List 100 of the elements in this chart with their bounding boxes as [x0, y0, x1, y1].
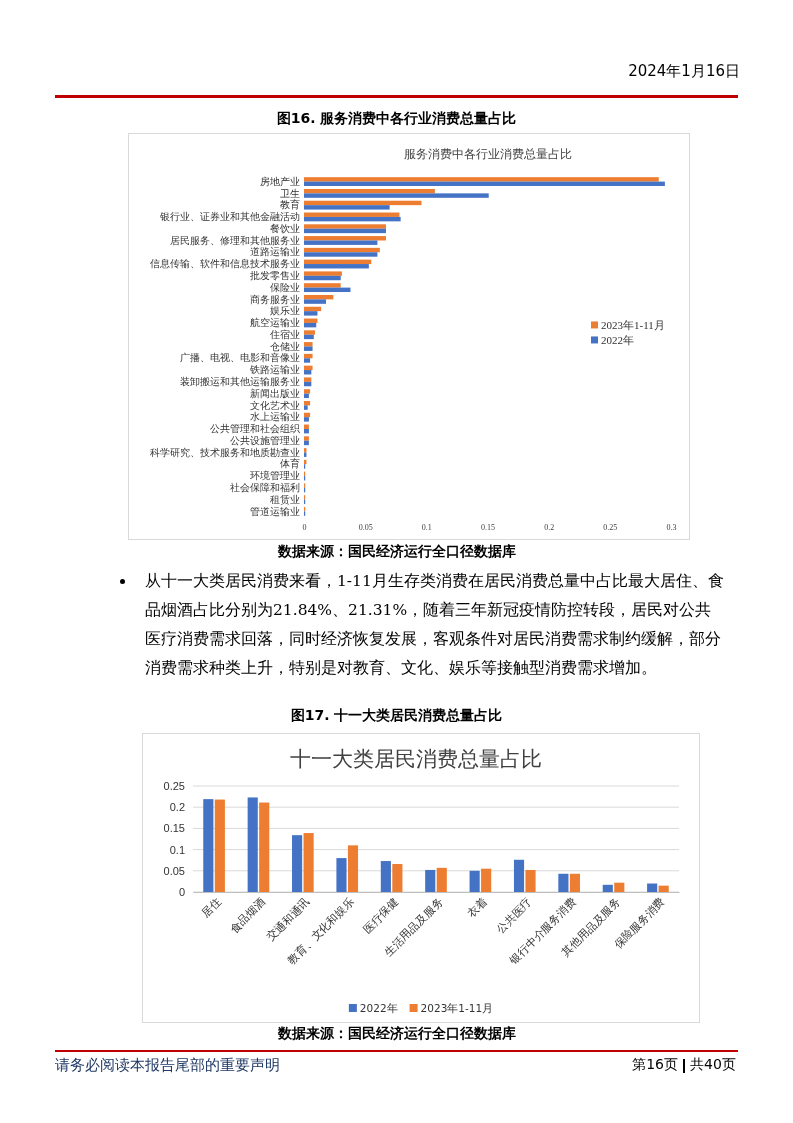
bar [602, 884, 613, 892]
y-tick-label: 社会保障和福利 [230, 482, 300, 494]
bar [614, 882, 625, 892]
bar [304, 259, 372, 265]
x-tick-label: 衣着 [465, 895, 490, 920]
bar [304, 428, 309, 434]
y-tick-label: 仓储业 [270, 340, 300, 352]
bar [304, 212, 400, 217]
chart-title: 图17. 十一大类居民消费总量占比 [289, 707, 504, 725]
y-tick-label: 体育 [280, 458, 300, 470]
chart-subtitle: 服务消费中各行业消费总量占比 [403, 147, 572, 161]
y-tick-label: 管道运输业 [250, 505, 300, 517]
y-tick-label: 道路运输业 [250, 246, 300, 258]
bar [304, 287, 351, 293]
bar [525, 869, 536, 892]
bar [304, 424, 309, 429]
bar [304, 346, 313, 351]
x-tick-label: 食品烟酒 [227, 895, 268, 935]
y-tick-label: 公共管理和社会组织 [210, 423, 300, 435]
x-tick-label: 0.05 [358, 522, 373, 532]
text: 共40页 [690, 1056, 737, 1074]
bar [304, 224, 386, 229]
y-tick-label: 租赁业 [270, 493, 300, 505]
bar [304, 405, 308, 410]
chart-subtitle: 十一大类居民消费总量占比 [290, 747, 542, 771]
bar [304, 358, 311, 363]
y-tick-label: 科学研究、技术服务和地质勘查业 [150, 446, 300, 458]
y-tick-label: 0.05 [163, 864, 185, 877]
x-tick-label: 0 [302, 522, 307, 532]
x-tick-label: 0.15 [481, 522, 495, 532]
bar [336, 858, 347, 892]
bar [304, 393, 309, 399]
bar [304, 181, 665, 187]
y-tick-label: 0 [178, 886, 185, 899]
y-tick-label: 住宿业 [270, 328, 300, 340]
x-tick-label: 0.25 [603, 522, 618, 532]
bar [304, 365, 313, 371]
bar [259, 802, 270, 892]
bar [658, 885, 669, 892]
y-tick-label: 银行业、证券业和其他金融活动 [159, 211, 300, 223]
y-tick-label: 文化艺术业 [250, 399, 300, 411]
y-tick-label: 新闻出版业 [250, 387, 300, 399]
bar [304, 236, 386, 241]
text: 第16页 [631, 1056, 678, 1074]
y-tick-label: 卫生 [280, 187, 300, 199]
bar [304, 299, 327, 304]
y-tick-label: 航空运输业 [250, 317, 300, 329]
bar [304, 193, 489, 198]
bar [304, 448, 307, 453]
bar [469, 870, 480, 892]
y-tick-label: 批发零售业 [250, 270, 300, 282]
y-tick-label: 娱乐业 [270, 305, 300, 317]
bar [304, 228, 386, 234]
bar [304, 389, 311, 394]
bar [304, 311, 318, 316]
y-tick-label: 0.15 [163, 822, 185, 835]
bar [304, 334, 314, 340]
y-tick-label: 环境管理业 [250, 470, 300, 482]
x-tick-label: 居住 [198, 895, 223, 920]
bar [304, 417, 309, 422]
text: 请务必阅读本报告尾部的重要声明 [55, 1056, 281, 1075]
bar [304, 200, 422, 206]
x-tick-label: 0.1 [421, 522, 432, 532]
y-tick-label: 水上运输业 [250, 411, 300, 423]
bar [392, 864, 403, 892]
y-tick-label: 装卸搬运和其他运输服务业 [180, 376, 300, 388]
y-tick-label: 餐饮业 [270, 222, 300, 234]
y-tick-label: 0.1 [169, 843, 185, 856]
bar [304, 240, 378, 245]
bar [304, 377, 312, 382]
source-note: 数据来源：国民经济运行全口径数据库 [276, 543, 517, 561]
bar [647, 883, 658, 892]
bar [303, 833, 314, 892]
bar [436, 867, 447, 892]
text: 从十一大类居民消费来看，1-11月生存类消费在居民消费总量中占比最大居住、食品烟酒占比分别为21.84%、21.31%，随着三年新冠疫情防控转段，居民对公共医疗消费需求回落，同时经济恢复发展，客观条件对居民消费需求制约缓解，部分消费需求种类上升，特别是对教育、文化、娱乐等接触型消费需求增加。 [145, 571, 725, 679]
bar [247, 797, 258, 892]
y-tick-label: 信息传输、软件和信息技术服务业 [150, 258, 300, 270]
y-tick-label: 房地产业 [260, 175, 300, 187]
bar [380, 861, 391, 892]
bar [304, 216, 401, 222]
bar [304, 330, 316, 335]
y-tick-label: 教育 [280, 199, 300, 211]
bar [203, 799, 214, 892]
bar [304, 264, 369, 269]
bar [304, 177, 659, 182]
bar [304, 271, 342, 276]
bar [304, 436, 309, 441]
x-tick-label: 0.2 [544, 522, 555, 532]
bar [304, 440, 309, 446]
legend-label: 2023年1-11月 [601, 319, 665, 332]
chart-title: 图16. 服务消费中各行业消费总量占比 [275, 110, 518, 128]
bar [304, 247, 380, 253]
bar [347, 845, 359, 892]
y-tick-label: 公共设施管理业 [230, 434, 300, 446]
bar [558, 873, 569, 892]
bar [304, 205, 390, 210]
y-tick-label: 广播、电视、电影和音像业 [180, 352, 300, 364]
bar [304, 252, 378, 257]
source-note: 数据来源：国民经济运行全口径数据库 [276, 1025, 517, 1043]
legend-label: 2022年 [601, 334, 634, 347]
